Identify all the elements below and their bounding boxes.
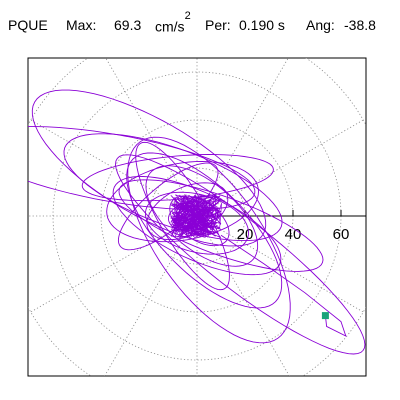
trace-final-excursion: [220, 234, 347, 337]
polar-axes: 20 40 60: [197, 210, 366, 243]
grid-spoke-120: [105, 58, 198, 217]
grid-spoke-30: [196, 119, 364, 217]
max-value: 69.3: [114, 17, 142, 33]
grid-spoke-300: [196, 215, 290, 376]
trace-loop-2: [169, 195, 230, 247]
trace-loop-15: [81, 154, 274, 202]
max-unit-exponent: 2: [184, 10, 191, 22]
trace-loop-13: [127, 136, 291, 344]
max-label: Max:: [66, 17, 97, 33]
trace-loop-6: [106, 161, 259, 243]
end-point-marker: [321, 312, 329, 320]
period-value: 0.190 s: [239, 17, 285, 33]
trace-loop-16: [135, 141, 230, 291]
grid-spoke-150: [30, 119, 198, 217]
trace-loop-8: [126, 152, 283, 309]
trace-core: [170, 193, 223, 238]
trace-loop-14: [115, 154, 366, 355]
angle-value: -38.8: [344, 17, 376, 33]
grid-spoke-60: [196, 58, 289, 217]
tick-label-40: 40: [285, 226, 302, 243]
trace-loop-7: [112, 176, 282, 276]
end-marker-group: [321, 312, 329, 320]
trace-loop-12: [118, 179, 324, 272]
grid-spoke-210: [30, 215, 198, 313]
max-unit: cm/s2: [155, 10, 191, 35]
station-code: PQUE: [8, 17, 48, 33]
max-unit-base: cm/s: [155, 18, 185, 35]
chart-header: PQUE Max: 69.3 cm/s2 Per: 0.190 s Ang: -…: [0, 0, 400, 40]
tick-label-20: 20: [237, 226, 254, 243]
period-label: Per:: [205, 17, 231, 33]
motion-trace: [28, 89, 366, 355]
angle-label: Ang:: [306, 17, 335, 33]
tick-label-60: 60: [333, 226, 350, 243]
grid-spoke-240: [104, 215, 198, 376]
